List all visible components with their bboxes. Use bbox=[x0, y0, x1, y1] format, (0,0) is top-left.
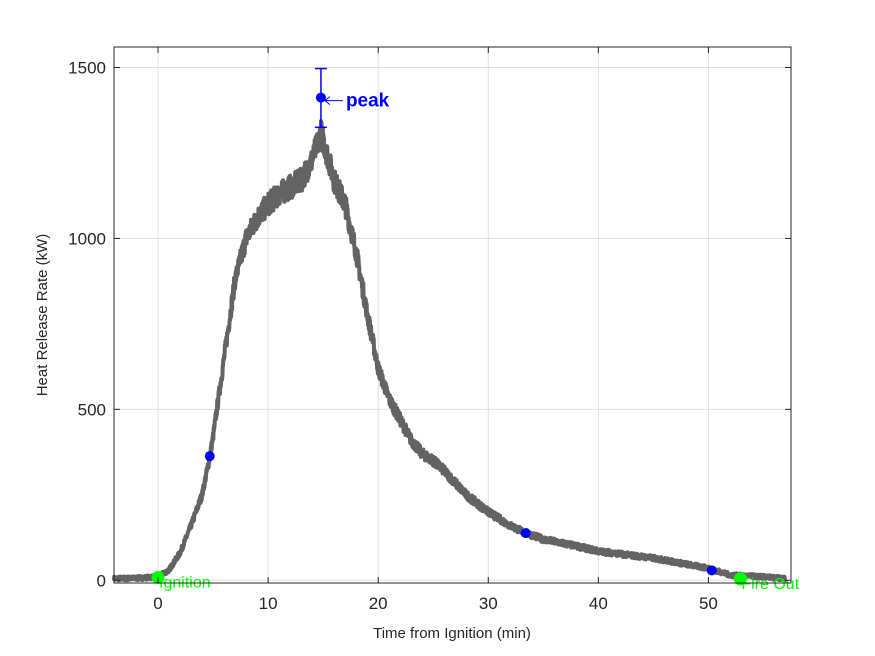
peak-marker bbox=[315, 92, 326, 103]
x-tick-label: 20 bbox=[369, 594, 388, 613]
peak-label: peak bbox=[346, 91, 390, 112]
x-axis-label: Time from Ignition (min) bbox=[373, 625, 531, 642]
event-marker bbox=[733, 572, 747, 586]
x-tick-label: 40 bbox=[589, 594, 608, 613]
y-tick-label: 0 bbox=[97, 571, 106, 590]
y-axis-label: Heat Release Rate (kW) bbox=[34, 234, 51, 397]
x-tick-label: 30 bbox=[479, 594, 498, 613]
hrr-curve bbox=[112, 119, 788, 583]
peak-arrow bbox=[324, 96, 343, 105]
y-tick-label: 1000 bbox=[68, 229, 106, 248]
grid bbox=[114, 47, 791, 583]
x-tick-label: 0 bbox=[153, 594, 162, 613]
hrr-line bbox=[112, 119, 788, 583]
data-marker bbox=[204, 451, 215, 462]
y-tick-label: 500 bbox=[78, 400, 106, 419]
data-marker bbox=[520, 528, 531, 539]
data-marker bbox=[706, 565, 717, 576]
axes-box bbox=[113, 46, 792, 584]
plot-area bbox=[114, 47, 791, 583]
y-tick-label: 1500 bbox=[68, 59, 106, 78]
x-tick-label: 50 bbox=[699, 594, 718, 613]
x-tick-label: 10 bbox=[259, 594, 278, 613]
